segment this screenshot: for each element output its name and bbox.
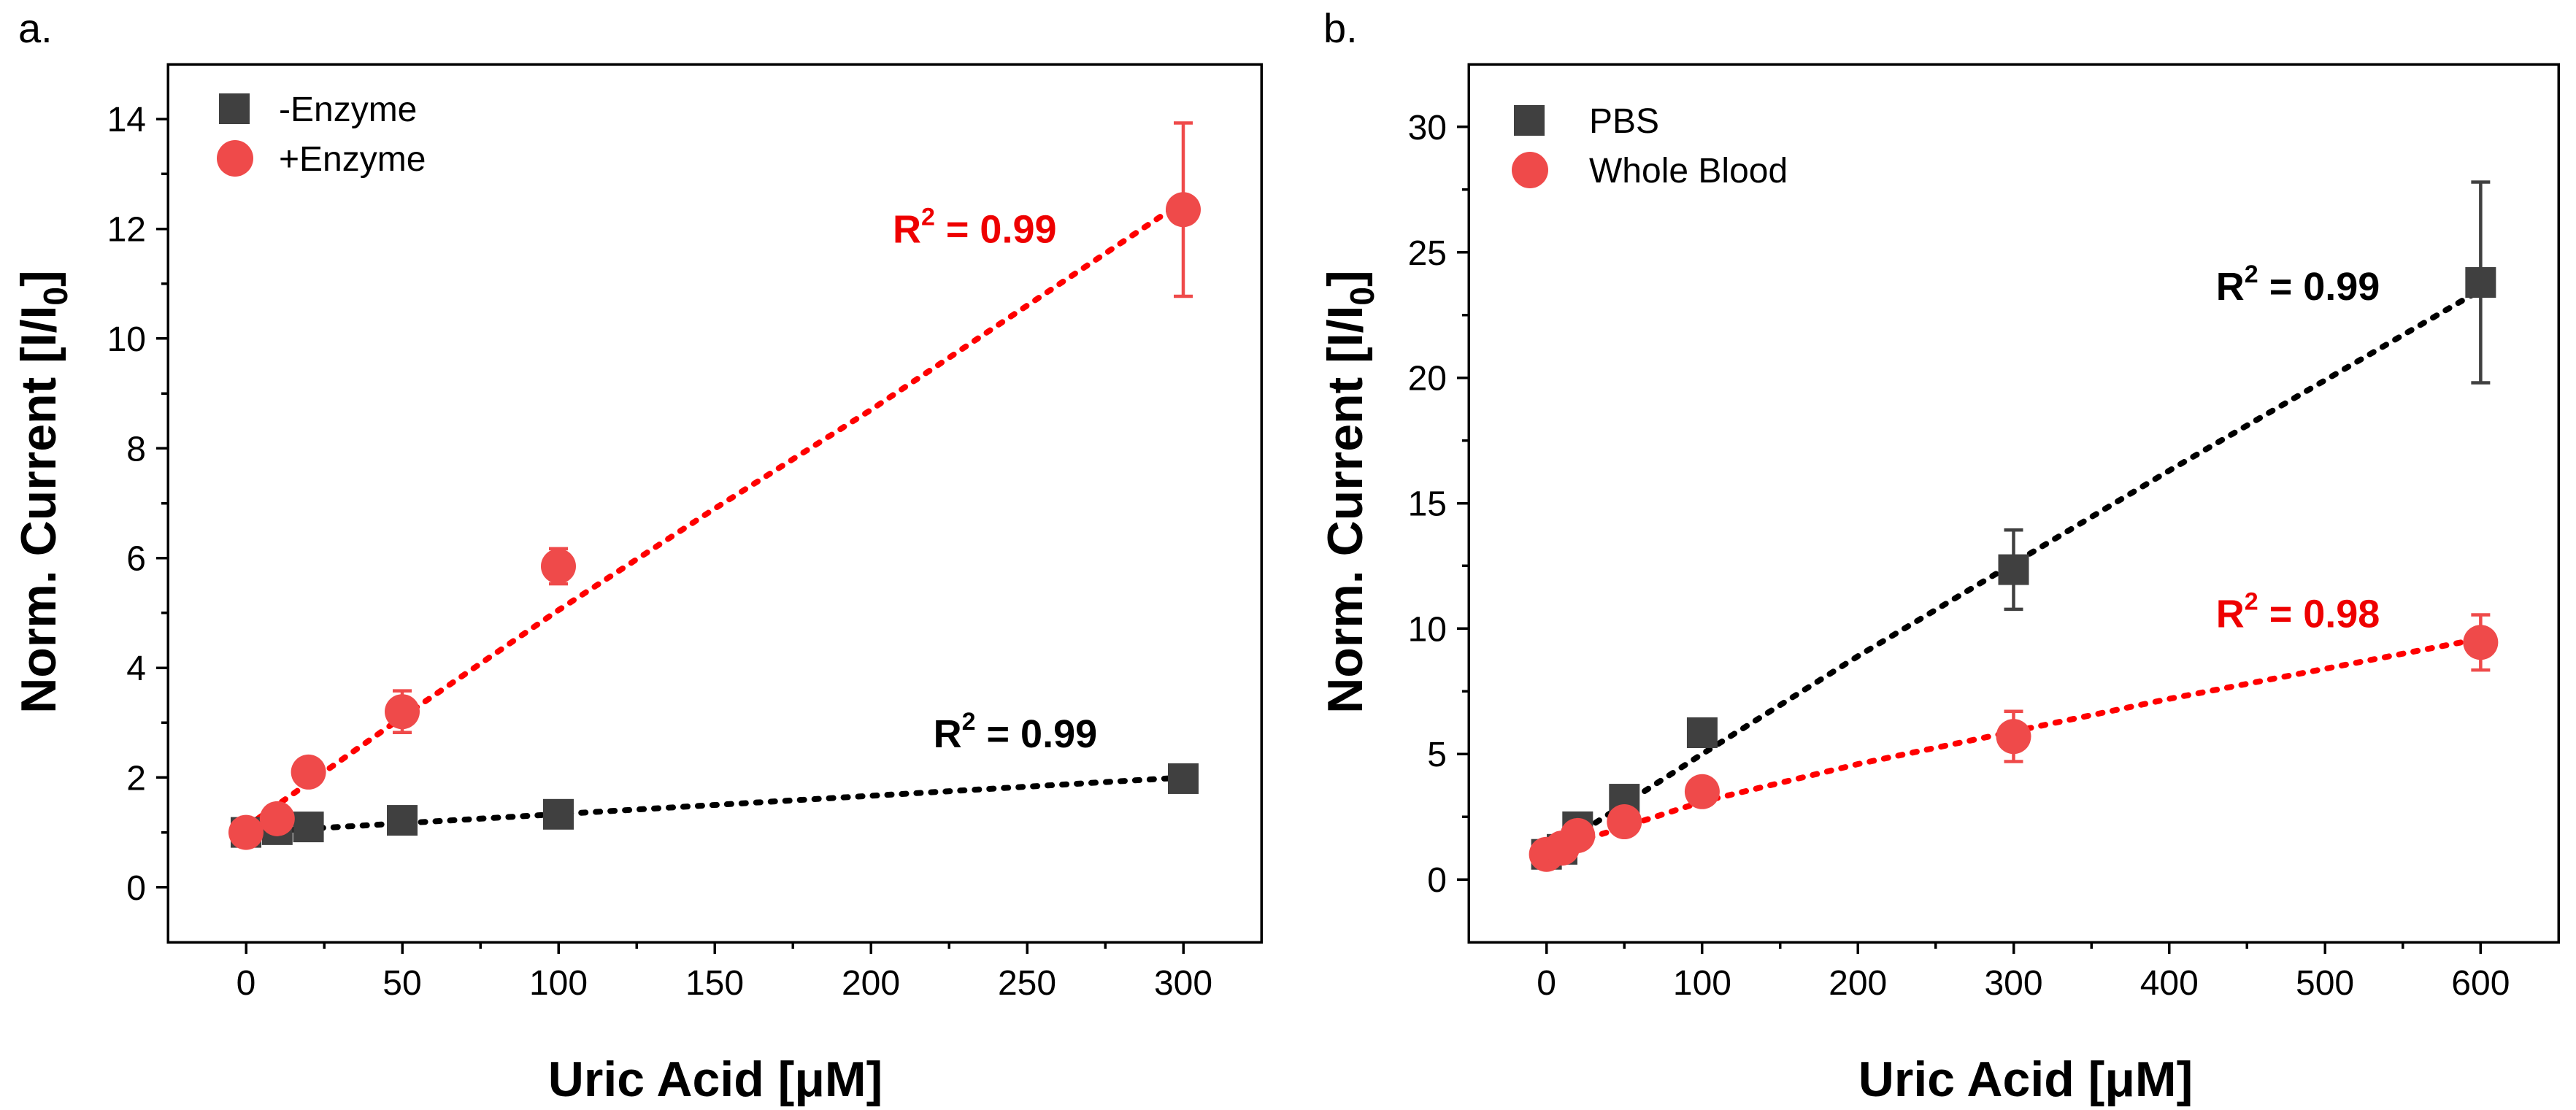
data-point-enzyme (293, 812, 324, 843)
panel-b-r2-blood-value: = 0.98 (2258, 593, 2380, 636)
y-tick-label: 30 (1408, 109, 1447, 147)
x-tick-label: 100 (1673, 964, 1731, 1003)
legend-square-marker (219, 93, 250, 124)
fit-line-pbs (1543, 287, 2484, 857)
legend-label-enzyme-minus: -Enzyme (279, 90, 417, 129)
panel-b: b. Norm. Current [I/I0] Uric Acid [μM] 0… (1318, 5, 2560, 1107)
y-tick-label: 15 (1408, 485, 1447, 524)
y-tick-label: 0 (1427, 861, 1447, 900)
panel-a-r2-plus-sup: 2 (921, 203, 935, 231)
data-point-whole-blood (1560, 817, 1596, 853)
data-point-whole-blood (2463, 625, 2499, 660)
y-tick-label: 10 (107, 320, 146, 359)
panel-b-y-axis-title-text: Norm. Current [I/I0] (1318, 270, 1381, 713)
data-point-enzyme (291, 754, 326, 790)
x-tick-label: 200 (842, 964, 900, 1003)
panel-a-y-axis-title-sub: 0 (36, 287, 74, 306)
y-tick-label: 10 (1408, 610, 1447, 649)
x-tick-label: 0 (237, 964, 256, 1003)
fit-line-enzyme (243, 774, 1186, 836)
x-tick-label: 50 (382, 964, 421, 1003)
panel-a-r2-plus-base: R (893, 207, 921, 251)
panel-b-legend: PBS Whole Blood (1512, 102, 1788, 190)
x-tick-label: 300 (1154, 964, 1212, 1003)
panel-a-r2-minus-value: = 0.99 (976, 712, 1098, 756)
data-point-whole-blood (1684, 774, 1720, 809)
panel-a-y-axis-title-main: Norm. Current [I/I (11, 306, 66, 714)
legend-label-enzyme-plus: +Enzyme (279, 140, 426, 179)
panel-a-r2-enzyme-minus: R2 = 0.99 (934, 708, 1098, 756)
panel-a-x-axis-title: Uric Acid [μM] (548, 1052, 883, 1107)
panel-b-r2-blood-base: R (2216, 593, 2245, 636)
panel-b-y-axis-title-main: Norm. Current [I/I (1318, 306, 1373, 714)
data-point-enzyme (385, 694, 420, 730)
panel-b-r2-pbs-value: = 0.99 (2258, 265, 2380, 309)
x-tick-label: 500 (2296, 964, 2354, 1003)
data-point-enzyme (543, 798, 574, 830)
x-tick-label: 150 (685, 964, 744, 1003)
panel-b-y-axis-title-sub: 0 (1343, 287, 1381, 306)
data-point-whole-blood (1996, 719, 2031, 755)
legend-square-marker (1514, 105, 1545, 136)
y-tick-label: 5 (1427, 736, 1447, 774)
y-tick-label: 14 (107, 101, 146, 139)
y-tick-label: 4 (126, 650, 146, 688)
y-tick-label: 25 (1408, 234, 1447, 273)
panel-b-r2-pbs: R2 = 0.99 (2216, 261, 2380, 309)
panel-a-legend: -Enzyme +Enzyme (217, 90, 426, 179)
data-point-enzyme (259, 801, 295, 836)
x-tick-label: 100 (529, 964, 588, 1003)
y-tick-label: 20 (1408, 360, 1447, 398)
panel-a-y-axis-title-text: Norm. Current [I/I0] (11, 270, 74, 713)
data-point-enzyme (541, 548, 576, 584)
legend-circle-marker (217, 140, 253, 177)
x-tick-label: 400 (2140, 964, 2199, 1003)
x-tick-label: 300 (1984, 964, 2042, 1003)
x-tick-label: 250 (998, 964, 1056, 1003)
panel-b-r2-blood-sup: 2 (2245, 588, 2258, 616)
panel-a-r2-minus-base: R (934, 712, 962, 756)
panel-b-x-axis-title: Uric Acid [μM] (1858, 1052, 2193, 1107)
y-tick-label: 2 (126, 759, 146, 798)
data-point-pbs (1686, 717, 1718, 748)
panel-a-y-axis-title: Norm. Current [I/I0] (11, 270, 74, 713)
panel-a-data-marks (228, 121, 1201, 850)
panel-a-y-axis-title-suffix: ] (11, 270, 66, 287)
panel-b-data-marks (1529, 180, 2499, 872)
y-tick-label: 8 (126, 430, 146, 469)
data-point-enzyme (1168, 763, 1199, 794)
data-point-enzyme (1166, 192, 1201, 228)
data-point-pbs (1998, 554, 2029, 585)
panel-a: a. Norm. Current [I/I0] Uric Acid [μM] 0… (11, 5, 1263, 1107)
data-point-pbs (2465, 267, 2496, 298)
panel-b-r2-labels: R2 = 0.99 R2 = 0.98 (2216, 261, 2380, 636)
x-tick-label: 0 (1537, 964, 1556, 1003)
panel-b-y-axis-title-suffix: ] (1318, 270, 1373, 287)
panel-a-r2-labels: R2 = 0.99 R2 = 0.99 (893, 203, 1097, 756)
panel-b-y-axis-title: Norm. Current [I/I0] (1318, 270, 1381, 713)
x-tick-label: 200 (1829, 964, 1887, 1003)
panel-b-label: b. (1323, 5, 1358, 51)
legend-label-whole-blood: Whole Blood (1589, 152, 1788, 190)
panel-b-r2-pbs-sup: 2 (2245, 261, 2258, 288)
legend-label-pbs: PBS (1589, 102, 1659, 141)
panel-a-ticks: 0 50 100 150 200 250 300 0 2 4 6 8 10 12 14 (107, 101, 1212, 1003)
panel-a-r2-minus-sup: 2 (962, 708, 976, 736)
y-tick-label: 6 (126, 540, 146, 579)
data-point-enzyme (387, 805, 418, 836)
panel-a-r2-enzyme-plus: R2 = 0.99 (893, 203, 1057, 251)
legend-circle-marker (1512, 152, 1548, 188)
data-point-whole-blood (1607, 804, 1642, 840)
x-tick-label: 600 (2451, 964, 2510, 1003)
panel-a-label: a. (18, 5, 53, 51)
panel-b-ticks: 0 100 200 300 400 500 600 0 5 10 15 20 25 30 (1408, 109, 2510, 1003)
y-tick-label: 0 (126, 869, 146, 908)
panel-b-r2-pbs-base: R (2216, 265, 2245, 309)
panel-b-r2-whole-blood: R2 = 0.98 (2216, 588, 2380, 636)
panel-a-r2-plus-value: = 0.99 (935, 207, 1057, 251)
data-point-enzyme (228, 814, 264, 850)
y-tick-label: 12 (107, 211, 146, 250)
